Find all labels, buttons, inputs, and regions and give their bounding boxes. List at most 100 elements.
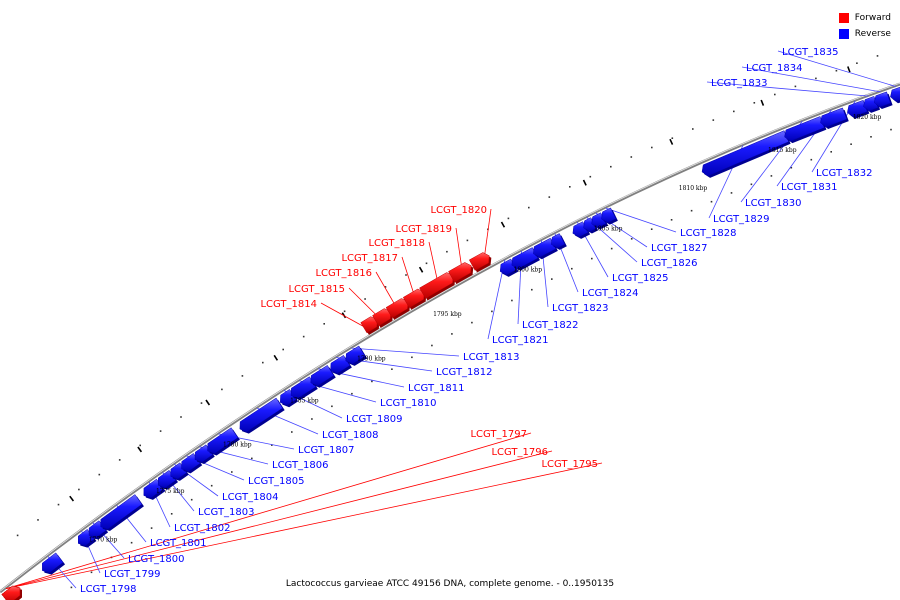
major-tick bbox=[582, 179, 587, 186]
gene-label[interactable]: LCGT_1813 bbox=[463, 352, 520, 363]
minor-tick bbox=[170, 513, 173, 515]
gene-label[interactable]: LCGT_1821 bbox=[492, 335, 549, 346]
tick-label: 1770 kbp bbox=[89, 536, 118, 543]
gene-label[interactable]: LCGT_1828 bbox=[680, 228, 737, 239]
gene-label[interactable]: LCGT_1815 bbox=[288, 284, 345, 295]
gene-lcgt_1819[interactable] bbox=[448, 262, 472, 283]
minor-tick bbox=[790, 166, 793, 169]
gene-label[interactable]: LCGT_1806 bbox=[272, 460, 329, 471]
gene-label[interactable]: LCGT_1816 bbox=[315, 268, 372, 279]
gene-label[interactable]: LCGT_1798 bbox=[80, 584, 137, 595]
minor-tick bbox=[630, 156, 633, 158]
gene-label[interactable]: LCGT_1818 bbox=[368, 238, 425, 249]
gene-label[interactable]: LCGT_1826 bbox=[641, 258, 698, 269]
gene-label[interactable]: LCGT_1823 bbox=[552, 303, 609, 314]
gene-label[interactable]: LCGT_1814 bbox=[260, 299, 317, 310]
gene-label[interactable]: LCGT_1835 bbox=[782, 47, 839, 58]
gene-label[interactable]: LCGT_1824 bbox=[582, 288, 639, 299]
gene-label[interactable]: LCGT_1805 bbox=[248, 476, 305, 487]
minor-tick bbox=[262, 361, 264, 364]
minor-tick bbox=[471, 321, 473, 324]
gene-track bbox=[1, 86, 900, 600]
gene-label[interactable]: LCGT_1831 bbox=[781, 182, 838, 193]
minor-tick bbox=[78, 488, 80, 491]
gene-label[interactable]: LCGT_1802 bbox=[174, 523, 231, 534]
major-tick-marks bbox=[69, 66, 851, 502]
reverse-swatch bbox=[838, 29, 849, 39]
leader-line bbox=[605, 207, 677, 233]
leader-line bbox=[777, 50, 896, 87]
gene-label[interactable]: LCGT_1827 bbox=[651, 243, 708, 254]
minor-tick bbox=[190, 498, 193, 501]
gene-label[interactable]: LCGT_1810 bbox=[380, 398, 437, 409]
gene-lcgt_1807[interactable] bbox=[207, 427, 239, 454]
gene-label[interactable]: LCGT_1800 bbox=[128, 554, 185, 565]
gene-label[interactable]: LCGT_1820 bbox=[430, 205, 487, 216]
gene-label[interactable]: LCGT_1822 bbox=[522, 320, 579, 331]
gene-label[interactable]: LCGT_1817 bbox=[341, 253, 398, 264]
gene-lcgt_1828[interactable] bbox=[601, 207, 617, 223]
minor-tick bbox=[531, 288, 533, 291]
minor-tick bbox=[794, 85, 797, 88]
gene-label[interactable]: LCGT_1809 bbox=[346, 414, 403, 425]
gene-label[interactable]: LCGT_1807 bbox=[298, 445, 355, 456]
minor-tick bbox=[323, 323, 325, 325]
minor-tick bbox=[589, 175, 592, 178]
gene-lcgt_1813[interactable] bbox=[345, 345, 366, 365]
gene-label[interactable]: LCGT_1804 bbox=[222, 492, 279, 503]
minor-tick-marks bbox=[16, 55, 892, 589]
gene-lcgt_1801[interactable] bbox=[100, 494, 143, 530]
gene-lcgt_1808[interactable] bbox=[239, 397, 284, 432]
minor-tick bbox=[57, 503, 60, 506]
gene-lcgt_1834[interactable] bbox=[873, 91, 891, 108]
legend-forward: Forward bbox=[838, 10, 891, 26]
minor-tick bbox=[271, 444, 273, 446]
gene-label[interactable]: LCGT_1833 bbox=[711, 78, 768, 89]
minor-tick bbox=[118, 459, 121, 461]
gene-label[interactable]: LCGT_1832 bbox=[816, 168, 873, 179]
gene-label[interactable]: LCGT_1829 bbox=[713, 214, 770, 225]
gene-label[interactable]: LCGT_1825 bbox=[612, 273, 669, 284]
gene-label[interactable]: LCGT_1801 bbox=[150, 538, 207, 549]
gene-lcgt_1831[interactable] bbox=[820, 107, 848, 128]
minor-tick bbox=[364, 298, 366, 300]
label-leader-lines bbox=[5, 50, 896, 589]
minor-tick bbox=[774, 93, 776, 96]
minor-tick bbox=[291, 431, 293, 433]
gene-label[interactable]: LCGT_1830 bbox=[745, 198, 802, 209]
gene-lcgt_1798[interactable] bbox=[42, 552, 64, 573]
gene-label[interactable]: LCGT_1808 bbox=[322, 430, 379, 441]
gene-lcgt_1797[interactable] bbox=[1, 585, 21, 600]
minor-tick bbox=[302, 335, 305, 338]
gene-label[interactable]: LCGT_1811 bbox=[408, 383, 465, 394]
gene-label[interactable]: LCGT_1812 bbox=[436, 367, 493, 378]
gene-label[interactable]: LCGT_1795 bbox=[541, 459, 598, 470]
minor-tick bbox=[200, 402, 203, 404]
minor-tick bbox=[282, 348, 284, 351]
minor-tick bbox=[548, 196, 551, 198]
minor-tick bbox=[630, 238, 633, 240]
gene-label[interactable]: LCGT_1819 bbox=[395, 224, 452, 235]
gene-label[interactable]: LCGT_1799 bbox=[104, 569, 161, 580]
gene-label[interactable]: LCGT_1796 bbox=[491, 447, 548, 458]
minor-tick bbox=[431, 344, 433, 347]
leader-line bbox=[5, 432, 532, 589]
minor-tick bbox=[343, 310, 346, 313]
minor-tick bbox=[251, 457, 253, 460]
tick-label: 1820 kbp bbox=[853, 114, 882, 121]
legend-reverse-label: Reverse bbox=[854, 29, 891, 39]
minor-tick bbox=[331, 405, 333, 408]
gene-lcgt_1820[interactable] bbox=[468, 252, 490, 271]
minor-tick bbox=[810, 158, 813, 161]
minor-tick bbox=[351, 392, 353, 395]
minor-tick bbox=[692, 128, 694, 130]
gene-label[interactable]: LCGT_1834 bbox=[746, 63, 803, 74]
minor-tick bbox=[491, 310, 493, 313]
minor-tick bbox=[712, 119, 715, 121]
minor-tick bbox=[311, 418, 313, 420]
gene-label[interactable]: LCGT_1797 bbox=[470, 429, 527, 440]
gene-lcgt_1835[interactable] bbox=[890, 86, 900, 102]
gene-label[interactable]: LCGT_1803 bbox=[198, 507, 255, 518]
gene-lcgt_1824[interactable] bbox=[551, 233, 566, 249]
